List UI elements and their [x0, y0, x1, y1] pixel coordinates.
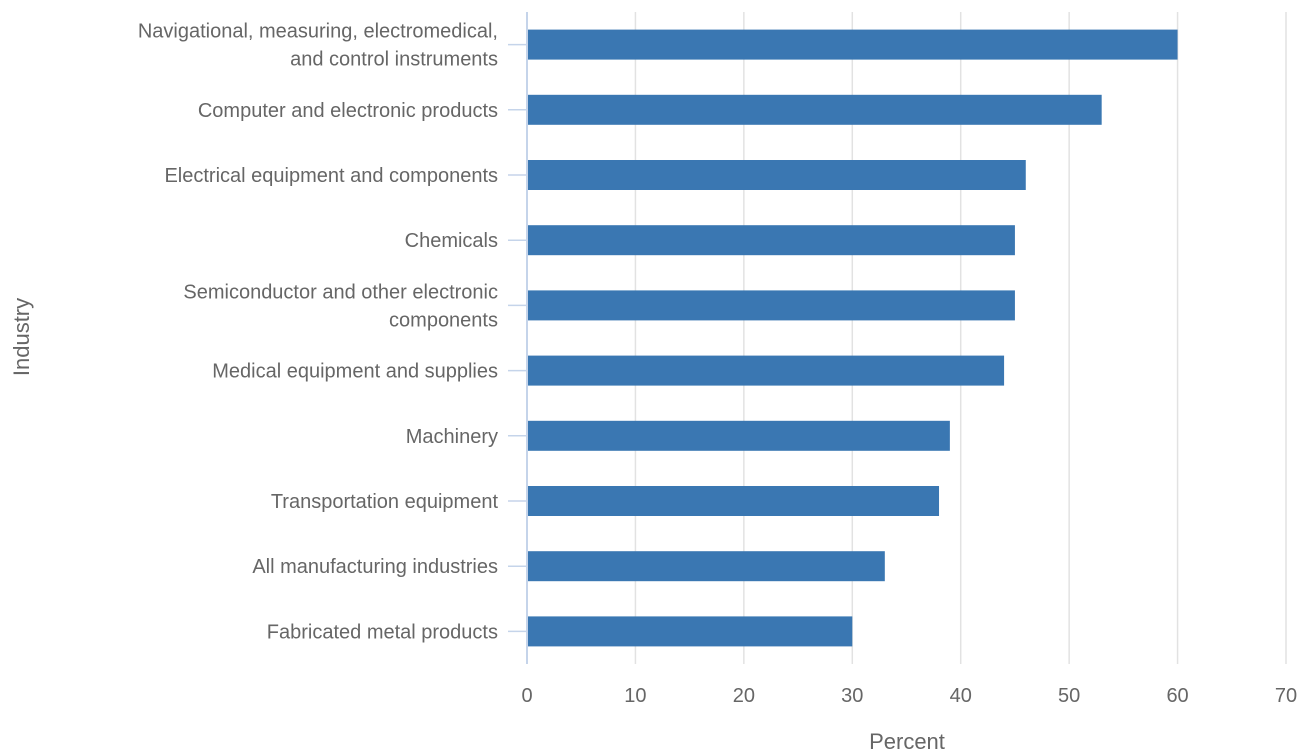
x-axis-title: Percent	[869, 729, 945, 754]
y-axis-title: Industry	[9, 298, 34, 376]
category-label: Fabricated metal products	[267, 621, 498, 643]
x-tick-label: 60	[1166, 685, 1188, 707]
x-tick-label: 30	[841, 685, 863, 707]
category-label: All manufacturing industries	[252, 556, 498, 578]
x-tick-label: 10	[624, 685, 646, 707]
category-label-line: Electrical equipment and components	[164, 165, 498, 187]
bar	[528, 420, 950, 451]
bar	[528, 355, 1005, 386]
category-label-line: Computer and electronic products	[198, 100, 498, 122]
category-label: Computer and electronic products	[198, 100, 498, 122]
x-tick-label: 40	[950, 685, 972, 707]
bars	[528, 29, 1178, 647]
category-label-line: Navigational, measuring, electromedical,	[138, 21, 498, 43]
category-label-line: Machinery	[406, 426, 498, 448]
bar	[528, 29, 1178, 60]
bar	[528, 486, 940, 516]
bar	[528, 616, 853, 647]
category-label-line: All manufacturing industries	[252, 556, 498, 578]
category-label: Machinery	[406, 426, 498, 448]
bar	[528, 551, 885, 582]
category-label: Transportation equipment	[271, 491, 499, 513]
category-label: Medical equipment and supplies	[212, 361, 498, 383]
category-label-line: Transportation equipment	[271, 491, 499, 513]
category-label: Semiconductor and other electronic compon…	[183, 281, 498, 331]
category-label-line: components	[389, 309, 498, 331]
y-axis: Navigational, measuring, electromedical,…	[138, 12, 528, 664]
x-tick-label: 20	[733, 685, 755, 707]
category-label: Navigational, measuring, electromedical,…	[138, 21, 498, 71]
x-tick-label: 50	[1058, 685, 1080, 707]
bar	[528, 225, 1015, 256]
category-label-line: Chemicals	[405, 230, 498, 252]
x-tick-label: 70	[1275, 685, 1297, 707]
category-label-line: and control instruments	[290, 49, 498, 71]
bar	[528, 160, 1026, 190]
category-label: Chemicals	[405, 230, 498, 252]
x-axis: 0 10 20 30 40 50 60 70	[521, 685, 1297, 707]
category-label-line: Semiconductor and other electronic	[183, 281, 498, 303]
category-label-line: Fabricated metal products	[267, 621, 498, 643]
x-tick-label: 0	[521, 685, 532, 707]
bar	[528, 290, 1015, 321]
bar	[528, 94, 1102, 125]
category-label-line: Medical equipment and supplies	[212, 361, 498, 383]
category-label: Electrical equipment and components	[164, 165, 498, 187]
